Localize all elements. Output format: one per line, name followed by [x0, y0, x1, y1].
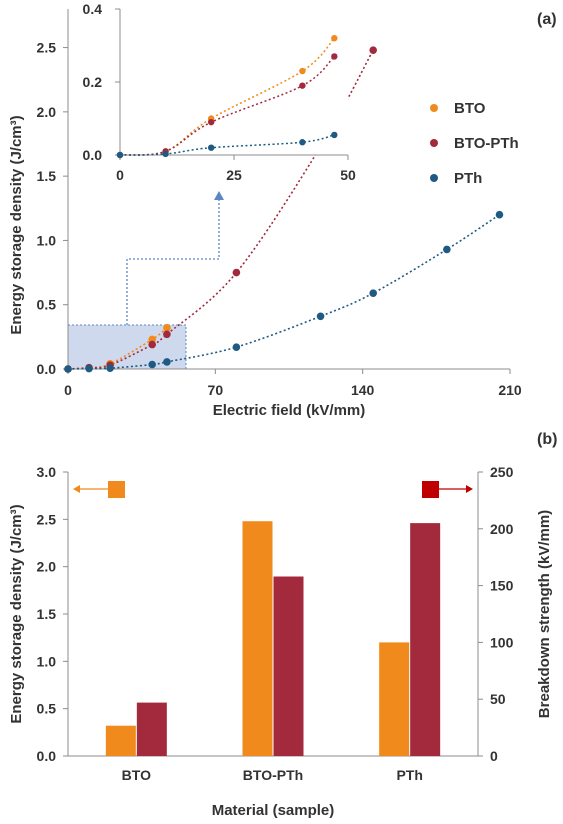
point-pth	[106, 364, 114, 373]
point-pth	[495, 210, 504, 219]
b-right-tick-label: 200	[490, 521, 514, 537]
b-left-tick-label: 0.0	[37, 748, 57, 764]
left-indicator-square	[108, 481, 125, 498]
right-indicator-square	[422, 481, 439, 498]
legend-marker-pth	[430, 174, 438, 182]
y-tick-label: 0.5	[37, 297, 57, 313]
bar-breakdown-bto	[136, 702, 167, 756]
inset-point-pth	[116, 151, 124, 159]
bar-breakdown-pth	[410, 523, 441, 756]
bar-energy-btopth	[242, 521, 273, 756]
inset-point-pth	[331, 131, 338, 139]
x-tick-label: 70	[208, 382, 224, 398]
b-right-tick-label: 0	[490, 748, 498, 764]
left-indicator-arrow-head	[73, 485, 80, 493]
right-axis-indicator	[422, 481, 473, 498]
legend: BTO BTO-PTh PTh	[430, 100, 519, 187]
bar-breakdown-btopth	[273, 576, 304, 756]
inset-x-tick-label: 25	[226, 167, 242, 183]
panel-label-a: (a)	[537, 11, 557, 28]
legend-label-btopth: BTO-PTh	[454, 135, 519, 152]
category-label: PTh	[396, 767, 422, 783]
point-pth	[64, 365, 72, 373]
inset-background	[112, 9, 348, 155]
y-tick-label: 1.5	[37, 168, 57, 184]
b-right-tick-label: 150	[490, 578, 514, 594]
inset-point-pth	[208, 144, 215, 151]
b-left-tick-label: 2.0	[37, 559, 57, 575]
inset-point-btopth	[299, 82, 306, 89]
inset-point-bto	[331, 35, 338, 42]
x-axis-label: Electric field (kV/mm)	[213, 402, 366, 419]
left-axis-indicator	[73, 481, 125, 498]
b-right-tick-label: 250	[490, 464, 514, 480]
point-btopth	[148, 340, 156, 349]
point-pth	[443, 245, 451, 254]
legend-label-pth: PTh	[454, 170, 482, 187]
panel-a: (a) 0 70 140 210 0.0 0.5 1.0 1.5 2.0 2.5 Electri…	[8, 1, 557, 419]
inset-point-bto	[299, 67, 306, 75]
inset-y-tick-label: 0.0	[83, 147, 103, 163]
inset-point-pth	[162, 150, 169, 158]
y-tick-label: 0.0	[37, 361, 57, 377]
b-right-tick-label: 50	[490, 691, 506, 707]
legend-marker-bto	[430, 104, 438, 112]
point-pth	[85, 364, 93, 373]
zoom-connector	[126, 198, 220, 325]
y-tick-label: 1.0	[37, 232, 57, 248]
y-tick-label: 2.5	[37, 40, 57, 56]
x-tick-label: 140	[351, 382, 375, 398]
trend-line-pth	[67, 214, 500, 370]
inset-point-pth	[299, 139, 306, 146]
y-tick-label: 2.0	[37, 104, 57, 120]
inset-y-tick-label: 0.4	[83, 1, 103, 17]
inset-y-tick-label: 0.2	[83, 74, 103, 90]
x-tick-label: 210	[498, 382, 522, 398]
category-label: BTO	[122, 767, 151, 783]
b-left-tick-label: 3.0	[37, 464, 57, 480]
bar-energy-pth	[379, 642, 410, 756]
legend-marker-btopth	[430, 139, 438, 147]
point-pth	[148, 360, 156, 369]
right-indicator-arrow-head	[466, 485, 473, 493]
bar-energy-bto	[105, 725, 136, 756]
x-tick-label: 0	[64, 382, 72, 398]
b-left-tick-label: 1.0	[37, 653, 57, 669]
y-axis-label: Energy storage density (J/cm³)	[8, 115, 25, 334]
inset-chart: 0 25 50 0.0 0.2 0.4	[83, 1, 356, 183]
b-right-axis-label: Breakdown strength (kV/mm)	[536, 510, 553, 718]
inset-x-tick-label: 50	[340, 167, 356, 183]
panel-label-b: (b)	[537, 431, 557, 448]
inset-x-tick-label: 0	[116, 167, 124, 183]
b-left-tick-label: 1.5	[37, 606, 57, 622]
category-label: BTO-PTh	[243, 767, 303, 783]
point-pth	[232, 343, 241, 351]
b-left-axis-label: Energy storage density (J/cm³)	[8, 504, 25, 723]
point-pth	[369, 289, 377, 297]
legend-label-bto: BTO	[454, 100, 486, 117]
zoom-arrow-head	[214, 191, 224, 200]
point-btopth	[232, 268, 241, 277]
b-right-tick-label: 100	[490, 634, 514, 650]
b-left-tick-label: 2.5	[37, 511, 57, 527]
panel-b: (b) 0.0 0.5 1.0 1.5 2.0 2.5 3.0 0 50 100 150 200 25…	[8, 431, 557, 819]
point-btopth	[369, 46, 377, 54]
point-pth	[163, 358, 171, 366]
point-btopth	[163, 330, 171, 339]
b-x-axis-label: Material (sample)	[212, 802, 335, 819]
inset-point-btopth	[331, 53, 338, 60]
inset-point-btopth	[208, 118, 215, 126]
point-bto	[163, 324, 171, 332]
point-pth	[316, 312, 325, 321]
b-left-tick-label: 0.5	[37, 701, 57, 717]
